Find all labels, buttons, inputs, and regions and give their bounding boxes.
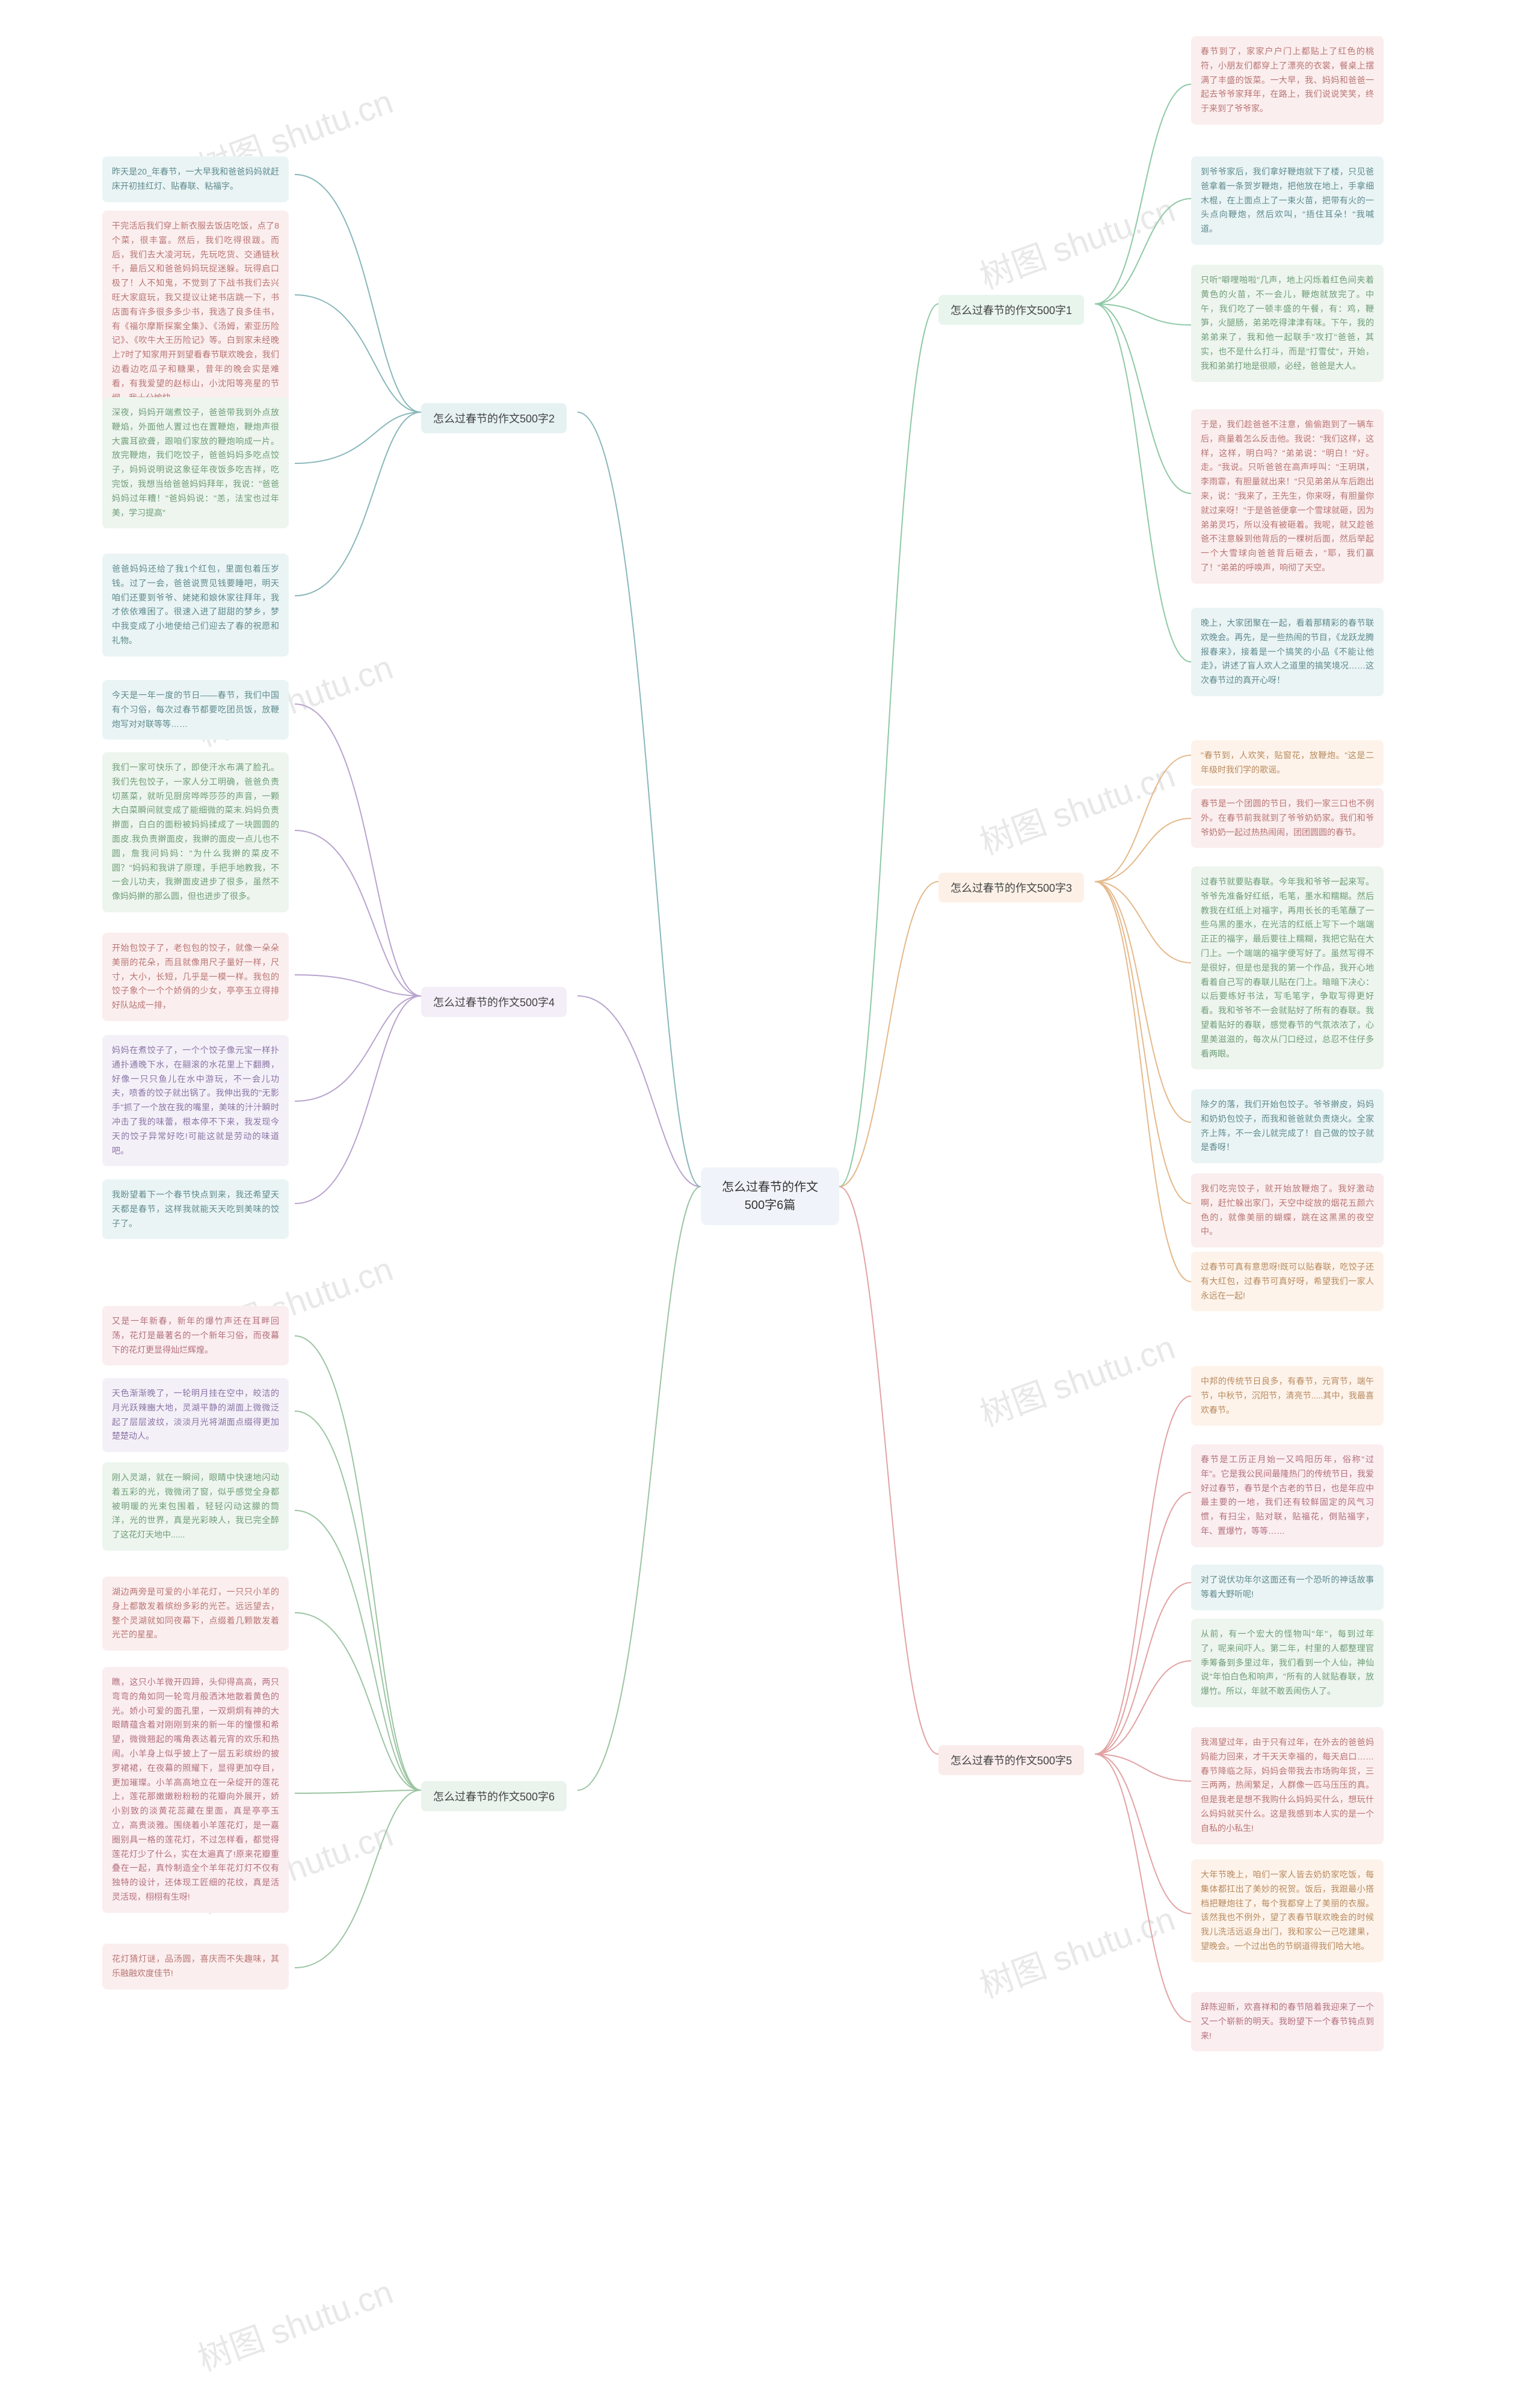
leaf-b2-0: 昨天是20_年春节，一大早我和爸爸妈妈就赶床开初挂红灯、贴春联、粘福字。 xyxy=(102,156,289,202)
leaf-b5-0: 中邦的传统节日良多，有春节，元宵节，端午节，中秋节，沉阳节，清亮节.....其中… xyxy=(1191,1366,1384,1426)
leaf-b3-0: "春节到，人欢笑，贴窗花，放鞭炮。"这是二年级时我们学的歌谣。 xyxy=(1191,740,1384,786)
branch-b3: 怎么过春节的作文500字3 xyxy=(938,873,1084,903)
leaf-b1-0: 春节到了，家家户户门上都贴上了红色的桃符，小朋友们都穿上了漂亮的衣裳，餐桌上摆满… xyxy=(1191,36,1384,125)
leaf-b6-2: 刚入灵湖，就在一瞬间，眼睛中快速地闪动着五彩的光，微微闭了窗，似乎感觉全身都被明… xyxy=(102,1462,289,1551)
leaf-b1-3: 于是，我们趁爸爸不注意，偷偷跑到了一辆车后，商量着怎么反击他。我说："我们这样，… xyxy=(1191,409,1384,584)
leaf-b5-4: 我渴望过年，由于只有过年，在外去的爸爸妈妈能力回来，才干天天幸福的，每天启口……… xyxy=(1191,1727,1384,1844)
leaf-b2-1: 干完活后我们穿上新衣服去饭店吃饭，点了8个菜，很丰富。然后，我们吃得很跋。而后，… xyxy=(102,211,289,413)
watermark: 树图 shutu.cn xyxy=(972,1320,1181,1436)
leaf-b1-2: 只听"噼哩啪啦"几声，地上闪烁着红色间夹着黄色的火苗，不一会儿，鞭炮就放完了。中… xyxy=(1191,265,1384,382)
leaf-b4-4: 我盼望着下一个春节快点到来，我还希望天天都是春节，这样我就能天天吃到美味的饺子了… xyxy=(102,1179,289,1239)
leaf-b5-2: 对了说伏功年尔这面还有一个恐听的神话故事等着大野听呢! xyxy=(1191,1565,1384,1610)
leaf-b5-3: 从前，有一个宏大的怪物叫"年"，每到过年了，呢来间吓人。第二年，村里的人都整理官… xyxy=(1191,1619,1384,1707)
watermark: 树图 shutu.cn xyxy=(972,183,1181,298)
branch-b6: 怎么过春节的作文500字6 xyxy=(421,1781,567,1811)
watermark: 树图 shutu.cn xyxy=(190,2265,399,2381)
branch-b1: 怎么过春节的作文500字1 xyxy=(938,295,1084,325)
branch-b4: 怎么过春节的作文500字4 xyxy=(421,987,567,1017)
watermark: 树图 shutu.cn xyxy=(972,1892,1181,2007)
leaf-b3-1: 春节是一个团圆的节日，我们一家三口也不例外。在春节前我就到了爷爷奶奶家。我们和爷… xyxy=(1191,788,1384,848)
leaf-b4-2: 开始包饺子了，老包包的饺子，就像一朵朵美丽的花朵，而且就像用尺子量好一样，尺寸，… xyxy=(102,933,289,1021)
leaf-b3-5: 过春节可真有意思呀!既可以贴春联，吃饺子还有大红包，过春节可真好呀，希望我们一家… xyxy=(1191,1252,1384,1311)
branch-b2: 怎么过春节的作文500字2 xyxy=(421,403,567,433)
watermark: 树图 shutu.cn xyxy=(972,749,1181,864)
leaf-b3-4: 我们吃完饺子，就开始放鞭炮了。我好激动啊，赶忙躲出家门，天空中绽放的烟花五颜六色… xyxy=(1191,1173,1384,1247)
leaf-b6-0: 又是一年新春，新年的爆竹声还在耳畔回荡，花灯是最著名的一个新年习俗，而夜幕下的花… xyxy=(102,1306,289,1365)
leaf-b4-1: 我们一家可快乐了，即使汗水布满了脸孔。我们先包饺子，一家人分工明确，爸爸负责切蒸… xyxy=(102,752,289,912)
leaf-b6-1: 天色渐渐晚了，一轮明月挂在空中，皎洁的月光跃辣豳大地，灵湖平静的湖面上微微泛起了… xyxy=(102,1378,289,1452)
leaf-b5-5: 大年节晚上，咱们一家人皆去奶奶家吃饭，每集体都扛出了美妙的祝贺。饭后，我跟最小搭… xyxy=(1191,1859,1384,1962)
leaf-b1-4: 晚上，大家团聚在一起，看着那精彩的春节联欢晚会。再先，是一些热闹的节目，《龙跃龙… xyxy=(1191,608,1384,696)
leaf-b2-2: 深夜，妈妈开端煮饺子，爸爸带我到外点放鞭焰，外面他人置过也在置鞭炮，鞭炮声很大震… xyxy=(102,397,289,528)
mindmap-center: 怎么过春节的作文500字6篇 xyxy=(701,1167,839,1225)
leaf-b3-2: 过春节就要贴春联。今年我和爷爷一起来写。爷爷先准备好红纸，毛笔，墨水和糯糊。然后… xyxy=(1191,867,1384,1069)
leaf-b6-3: 湖边两旁是可爱的小羊花灯，一只只小羊的身上都散发着缤纷多彩的光芒。远远望去，整个… xyxy=(102,1577,289,1651)
leaf-b6-4: 瞧，这只小羊微开四蹄，头仰得高高，两只弯弯的角如同一轮弯月般洒沐地散着黄色的光。… xyxy=(102,1667,289,1913)
leaf-b2-3: 爸爸妈妈还给了我1个红包，里面包着压岁钱。过了一会，爸爸说贾见钱要睡吧，明天咱们… xyxy=(102,554,289,657)
leaf-b5-1: 春节是工历正月始一又鸣阳历年，俗称"过年"。它是我公民间最隆热门的传统节日，我爱… xyxy=(1191,1444,1384,1547)
branch-b5: 怎么过春节的作文500字5 xyxy=(938,1745,1084,1775)
leaf-b1-1: 到爷爷家后，我们拿好鞭炮就下了楼，只见爸爸拿着一条贺岁鞭炮，把他放在地上，手拿细… xyxy=(1191,156,1384,245)
leaf-b4-0: 今天是一年一度的节日——春节，我们中国有个习俗，每次过春节都要吃团员饭，放鞭炮写… xyxy=(102,680,289,740)
leaf-b6-5: 花灯猜灯谜，品汤圆，喜庆而不失趣味，其乐融融欢度佳节! xyxy=(102,1944,289,1989)
leaf-b5-6: 辞陈迎新，欢喜祥和的春节陪着我迎来了一个又一个崭新的明天。我盼望下一个春节钝点到… xyxy=(1191,1992,1384,2051)
leaf-b3-3: 除夕的落，我们开始包饺子。爷爷擀皮，妈妈和奶奶包饺子，而我和爸爸就负责烧火。全家… xyxy=(1191,1089,1384,1163)
leaf-b4-3: 妈妈在煮饺子了，一个个饺子像元宝一样扑通扑通晚下水，在翮滚的水花里上下翻腾，好像… xyxy=(102,1035,289,1166)
